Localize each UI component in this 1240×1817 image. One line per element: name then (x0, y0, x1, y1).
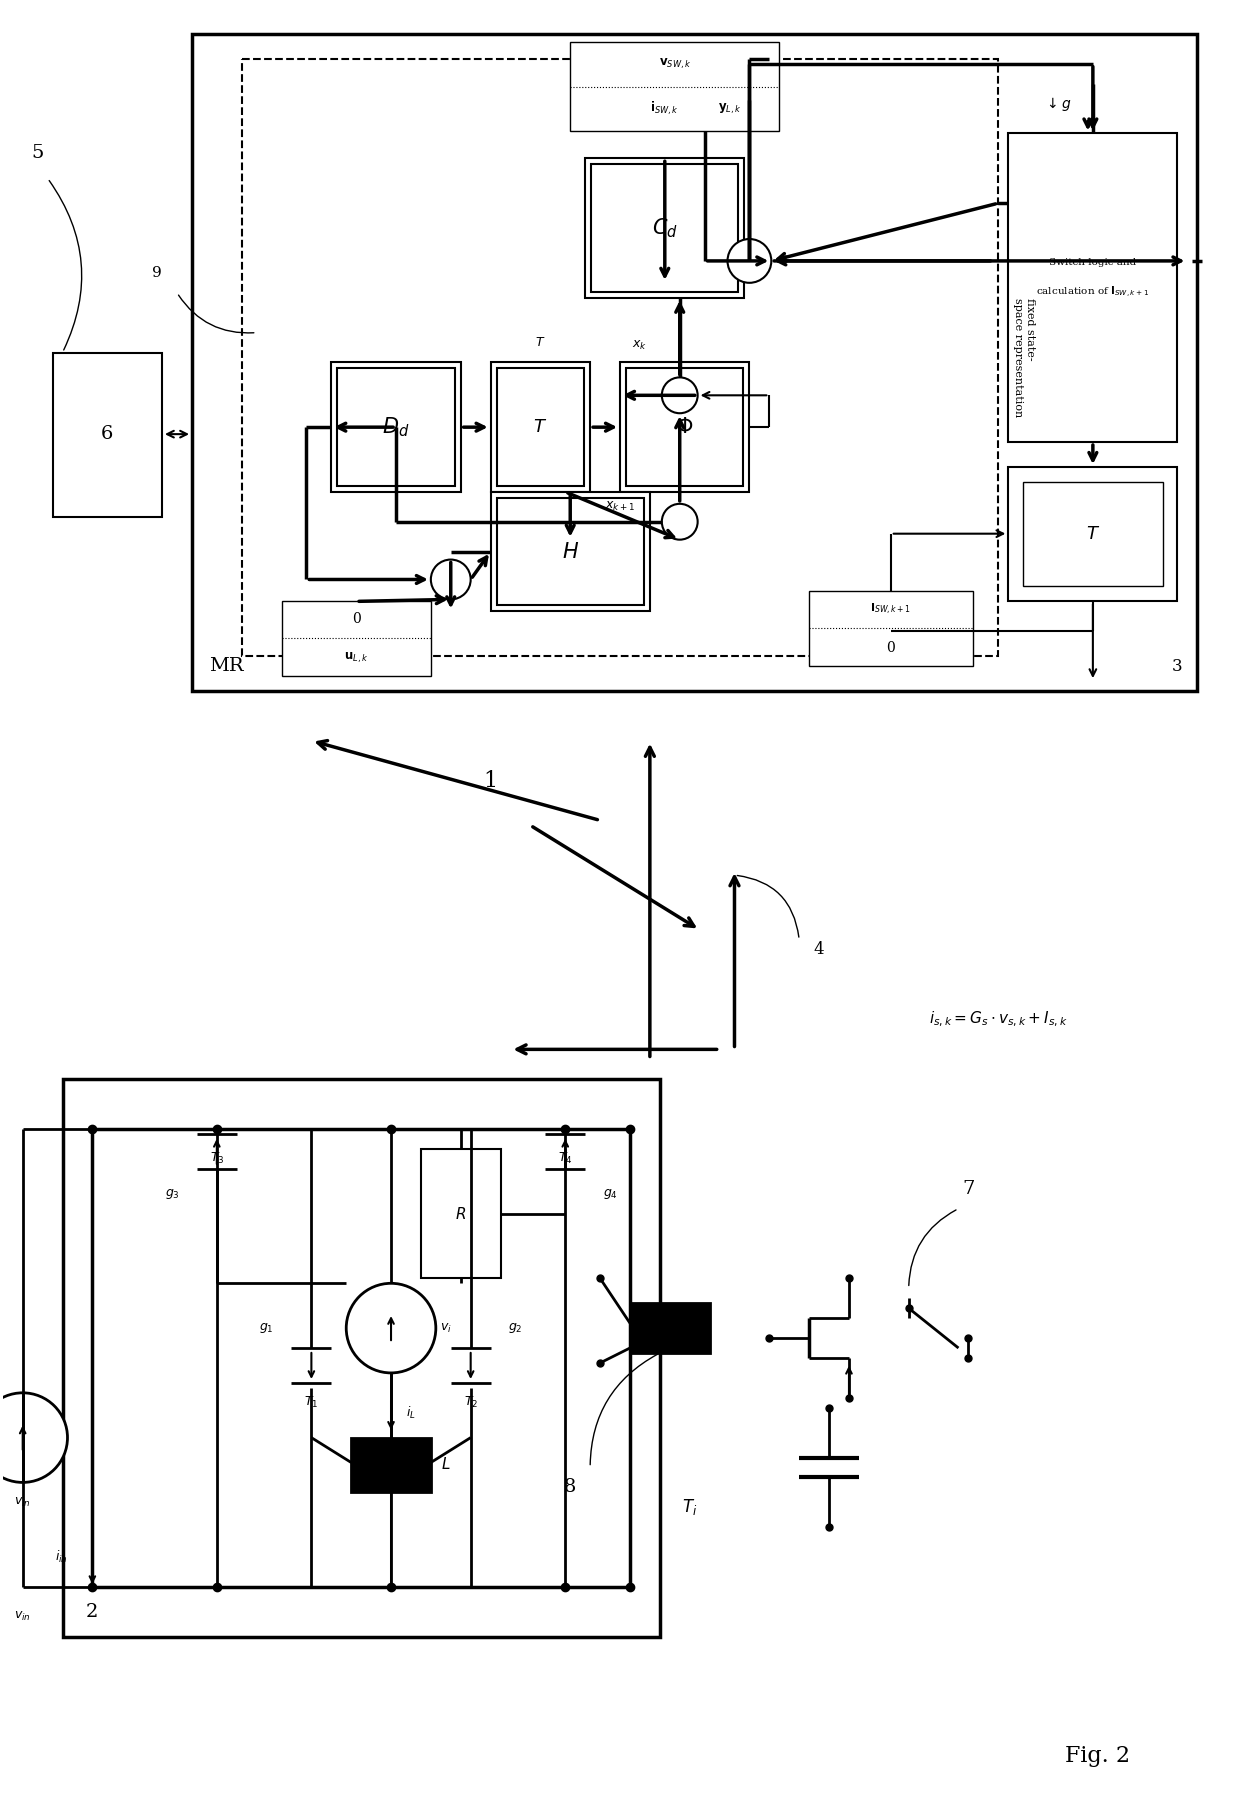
Bar (1008, 133, 1178, 442)
Text: $T$: $T$ (536, 336, 546, 349)
Text: fixed state-
space representation: fixed state- space representation (1013, 298, 1035, 418)
Text: $T$: $T$ (533, 418, 547, 436)
Text: 9: 9 (153, 265, 162, 280)
Circle shape (662, 378, 698, 412)
Text: $T$: $T$ (1086, 525, 1100, 543)
Circle shape (346, 1283, 435, 1374)
Text: $T_i$: $T_i$ (682, 1497, 697, 1517)
Circle shape (0, 1394, 67, 1483)
Text: $D_d$: $D_d$ (382, 416, 409, 440)
Text: $H$: $H$ (562, 541, 579, 561)
Text: $\downarrow g$: $\downarrow g$ (1044, 94, 1071, 113)
Text: 0: 0 (352, 612, 361, 627)
Text: Fig. 2: Fig. 2 (1065, 1744, 1131, 1768)
Text: calculation of $\mathbf{I}_{SW,k+1}$: calculation of $\mathbf{I}_{SW,k+1}$ (1037, 285, 1149, 300)
Text: $\mathbf{i}_{SW,k}$: $\mathbf{i}_{SW,k}$ (651, 100, 680, 118)
Bar (491, 362, 590, 492)
Bar (242, 58, 998, 656)
Text: 3: 3 (1172, 658, 1183, 674)
Bar (420, 1148, 501, 1279)
Text: $R$: $R$ (455, 1206, 466, 1221)
Text: $i_L$: $i_L$ (405, 1405, 415, 1421)
Text: $g_4$: $g_4$ (603, 1187, 618, 1201)
Text: $i_{s,k} = G_s \cdot v_{s,k} + I_{s,k}$: $i_{s,k} = G_s \cdot v_{s,k} + I_{s,k}$ (929, 1010, 1068, 1028)
Bar (591, 164, 739, 293)
Text: $i_{in}$: $i_{in}$ (55, 1550, 67, 1564)
Text: $L$: $L$ (441, 1457, 450, 1472)
Text: $v_{in}$: $v_{in}$ (15, 1495, 31, 1508)
Text: $g_2$: $g_2$ (508, 1321, 523, 1335)
Text: 4: 4 (813, 941, 825, 958)
Bar (620, 362, 749, 492)
Text: $v_{in}$: $v_{in}$ (15, 1610, 31, 1623)
Text: $\Phi$: $\Phi$ (676, 418, 693, 438)
Text: $x_k$: $x_k$ (632, 340, 647, 352)
Bar (496, 498, 644, 605)
Text: 6: 6 (102, 425, 114, 443)
Bar (626, 369, 744, 485)
Text: $g_3$: $g_3$ (165, 1187, 180, 1201)
Text: 5: 5 (31, 144, 43, 162)
Text: $\mathbf{I}_{SW,k+1}$: $\mathbf{I}_{SW,k+1}$ (870, 601, 911, 618)
Text: $v_i$: $v_i$ (440, 1321, 451, 1335)
Text: $T_4$: $T_4$ (558, 1152, 573, 1167)
Text: $x_{k+1}$: $x_{k+1}$ (605, 500, 635, 514)
Bar (62, 1079, 660, 1637)
Bar (630, 1303, 709, 1354)
Bar (281, 601, 430, 676)
Text: $T_2$: $T_2$ (464, 1395, 477, 1410)
Bar (1008, 467, 1178, 601)
Text: 2: 2 (87, 1603, 98, 1621)
Bar (585, 158, 744, 298)
Text: MR: MR (210, 658, 244, 676)
Text: 1: 1 (484, 770, 497, 792)
Text: 0: 0 (887, 641, 895, 656)
Bar (1023, 482, 1163, 587)
Text: $\mathbf{u}_{L,k}$: $\mathbf{u}_{L,k}$ (343, 650, 368, 665)
Circle shape (662, 503, 698, 540)
Text: 8: 8 (564, 1479, 577, 1497)
Bar (570, 42, 779, 131)
Bar (351, 1437, 430, 1492)
Circle shape (430, 560, 471, 600)
Text: $\mathbf{y}_{L,k}$: $\mathbf{y}_{L,k}$ (718, 102, 742, 116)
Bar (496, 369, 584, 485)
Text: $T_3$: $T_3$ (210, 1152, 224, 1167)
Bar (52, 352, 162, 516)
Bar (810, 591, 973, 667)
Bar (491, 492, 650, 611)
Text: 7: 7 (962, 1179, 975, 1197)
Text: $g_1$: $g_1$ (259, 1321, 274, 1335)
Text: $\mathbf{v}_{SW,k}$: $\mathbf{v}_{SW,k}$ (658, 56, 691, 71)
Text: $T_1$: $T_1$ (304, 1395, 319, 1410)
Text: Switch logic and: Switch logic and (1049, 258, 1137, 267)
Circle shape (728, 240, 771, 283)
Bar (331, 362, 461, 492)
Bar (192, 35, 1198, 690)
Bar (337, 369, 455, 485)
Text: $C_d$: $C_d$ (652, 216, 678, 240)
